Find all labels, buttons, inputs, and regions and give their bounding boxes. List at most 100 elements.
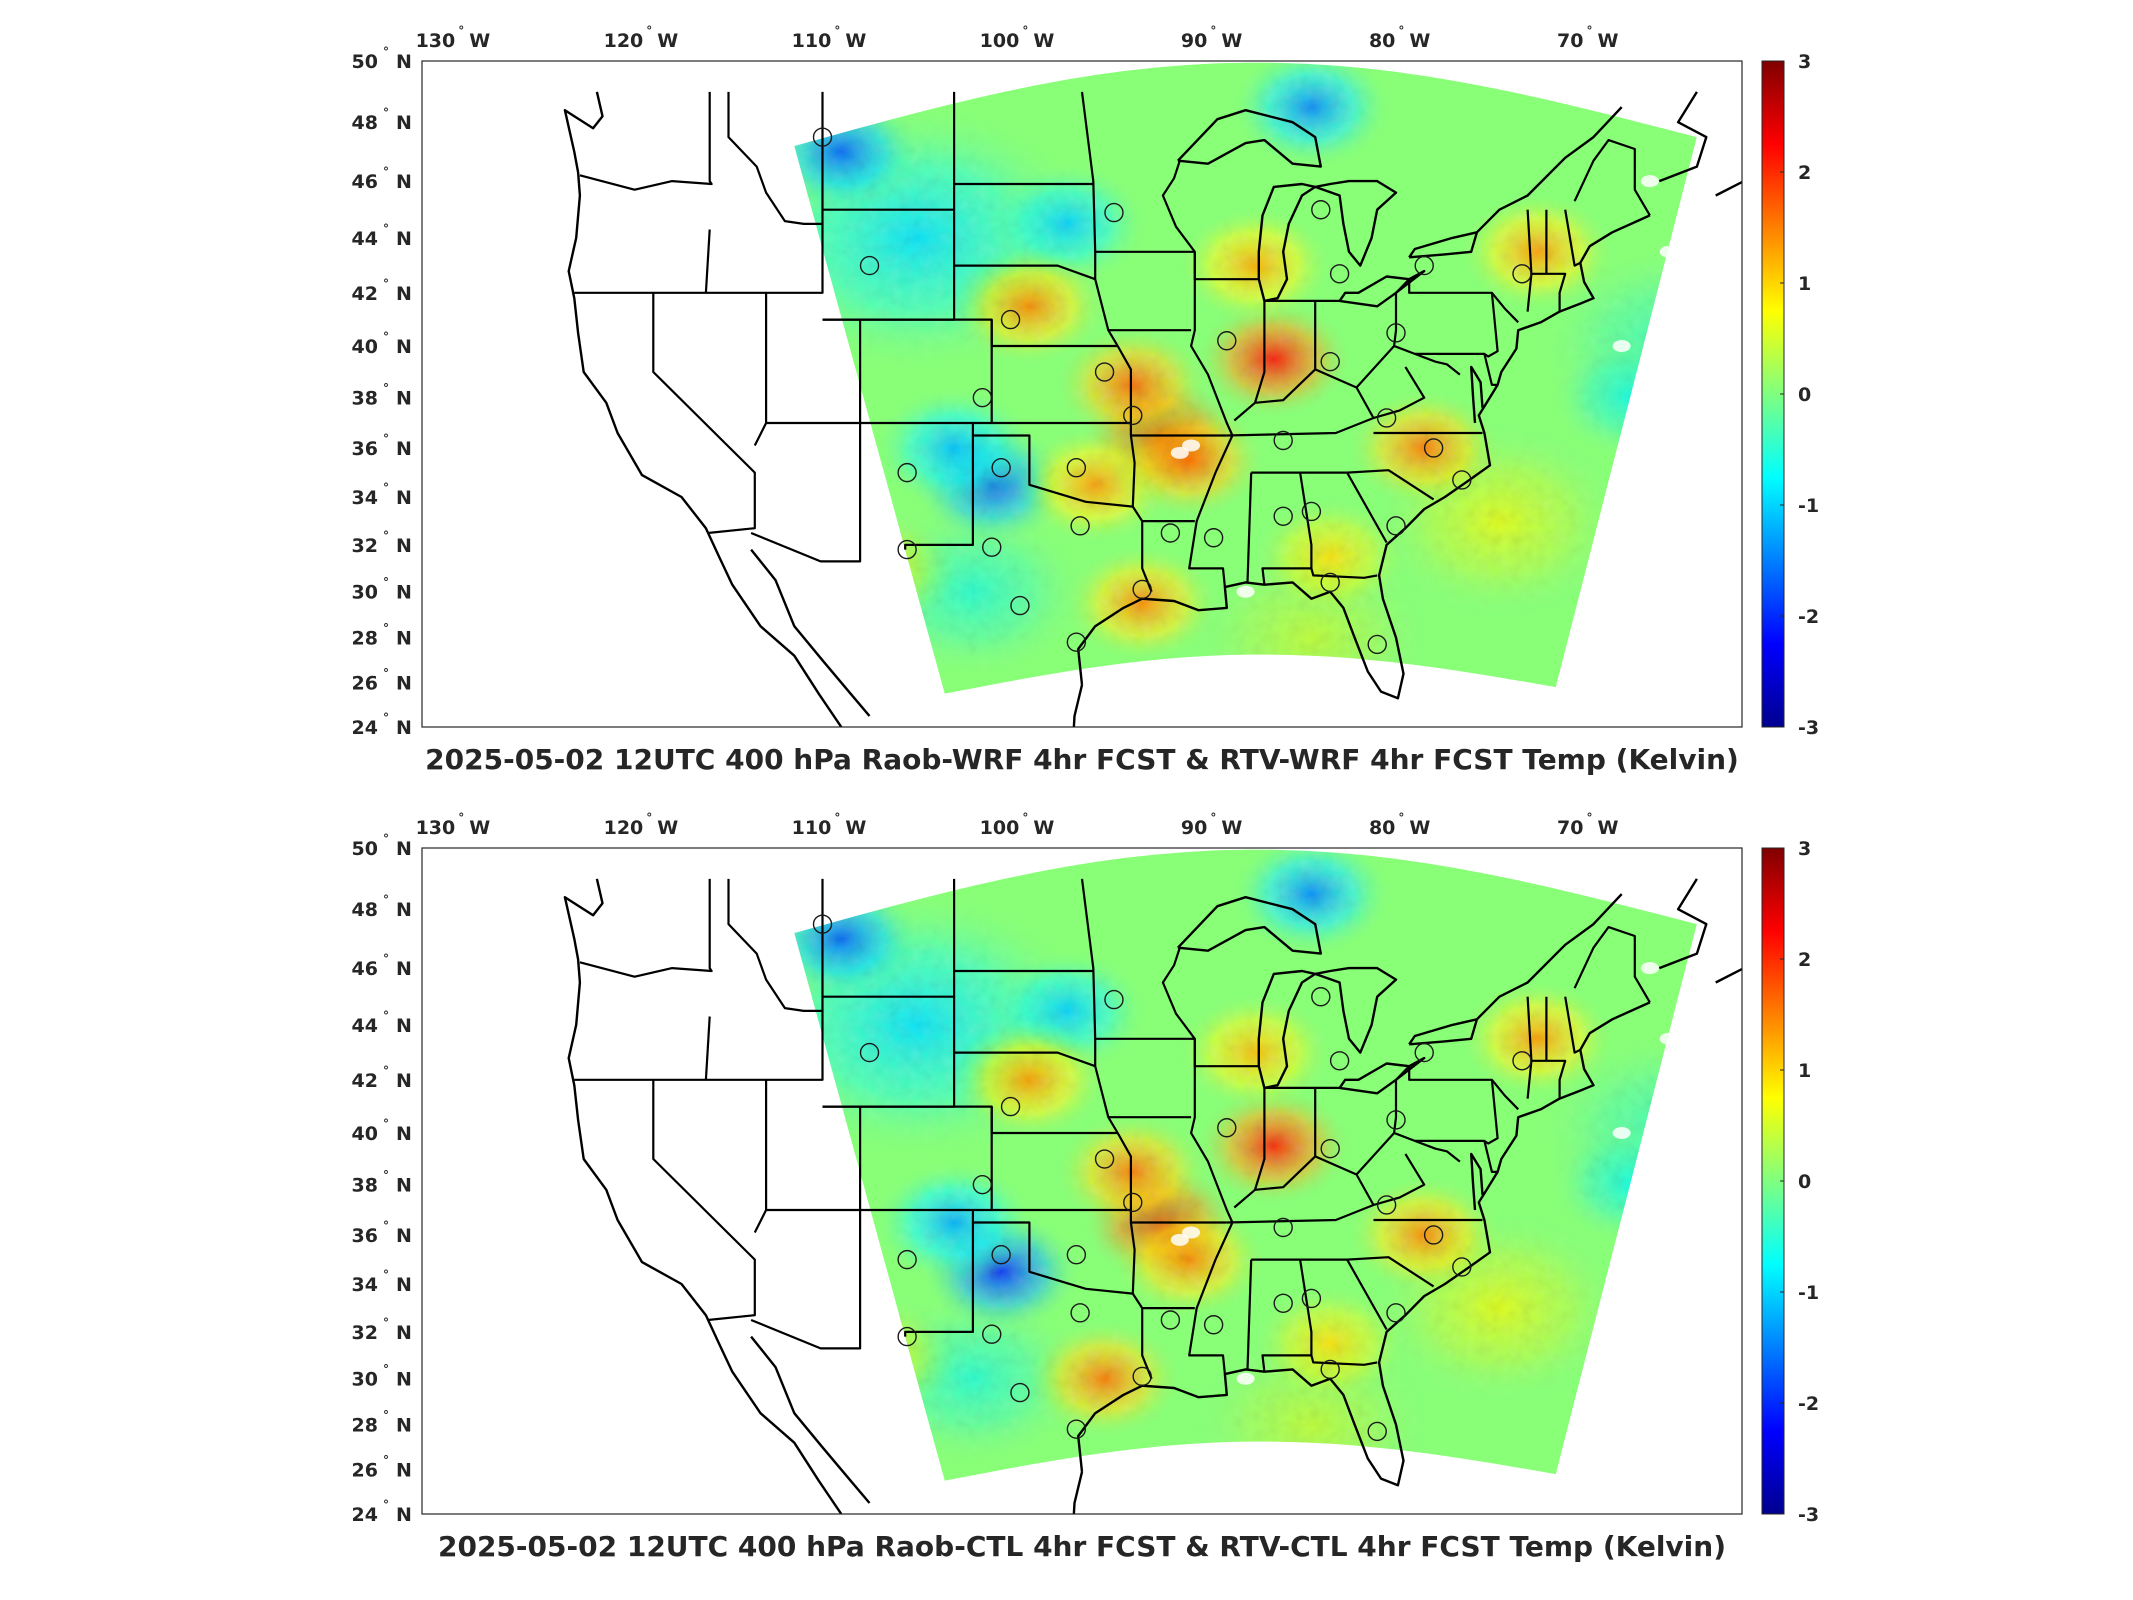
- raob-station-marker: [859, 255, 880, 276]
- raob-station-marker: [897, 1249, 917, 1270]
- raob-station-marker: [1066, 1245, 1087, 1265]
- latitude-tick-label: 42: [352, 283, 378, 305]
- raob-station-marker: [1367, 1421, 1387, 1442]
- latitude-hemisphere: N: [396, 112, 412, 134]
- state-border: [1355, 345, 1395, 389]
- state-border: [1414, 352, 1461, 376]
- latitude-hemisphere: N: [396, 1415, 412, 1437]
- raob-station-marker: [1376, 408, 1397, 428]
- temperature-difference-field: [794, 62, 1697, 694]
- raob-station-marker: [897, 539, 917, 560]
- raob-station-marker: [1301, 1288, 1322, 1309]
- colorbar-tick-label: 2: [1798, 162, 1811, 184]
- raob-station-marker: [1160, 1310, 1181, 1330]
- state-border: [727, 91, 823, 225]
- raob-station-marker: [1414, 1042, 1434, 1063]
- coastline: [563, 878, 843, 1514]
- degree-symbol: °: [383, 1009, 389, 1023]
- latitude-hemisphere: N: [396, 336, 412, 358]
- coastline: [1476, 893, 1623, 1021]
- colorbar-tick-label: 3: [1798, 51, 1811, 73]
- latitude-hemisphere: N: [396, 628, 412, 650]
- degree-symbol: °: [1398, 24, 1404, 38]
- latitude-tick-label: 50: [352, 838, 378, 860]
- state-border: [1395, 1065, 1519, 1111]
- coastline: [1177, 109, 1322, 168]
- latitude-tick-label: 24: [352, 1504, 378, 1526]
- latitude-tick-label: 30: [352, 1369, 378, 1391]
- latitude-tick-label: 26: [352, 1460, 378, 1482]
- degree-symbol: °: [1022, 811, 1028, 825]
- colorbar-tick-label: -1: [1798, 1282, 1819, 1304]
- raob-station-marker: [1094, 1149, 1115, 1169]
- degree-symbol: °: [383, 1219, 389, 1233]
- colorbar-tick-label: -3: [1798, 1504, 1819, 1526]
- raob-station-marker: [1320, 572, 1340, 593]
- longitude-hemisphere: W: [657, 30, 678, 52]
- raob-station-marker: [1320, 351, 1340, 372]
- latitude-hemisphere: N: [396, 1369, 412, 1391]
- raob-station-marker: [991, 458, 1011, 478]
- map-outlines: [563, 878, 1742, 1514]
- latitude-tick-label: 46: [352, 171, 378, 193]
- degree-symbol: °: [383, 1268, 389, 1282]
- longitude-hemisphere: W: [1221, 817, 1242, 839]
- state-border: [1373, 1153, 1426, 1207]
- raob-station-marker: [1386, 1303, 1406, 1323]
- longitude-tick-label: 120: [604, 30, 644, 52]
- latitude-hemisphere: N: [396, 283, 412, 305]
- longitude-tick-label: 90: [1181, 30, 1207, 52]
- state-border: [1564, 209, 1581, 267]
- latitude-hemisphere: N: [396, 1274, 412, 1296]
- degree-symbol: °: [383, 165, 389, 179]
- map-outlines: [563, 91, 1742, 727]
- raob-station-marker: [982, 1324, 1002, 1344]
- longitude-hemisphere: W: [469, 817, 490, 839]
- raob-station-marker: [1273, 1293, 1293, 1313]
- longitude-hemisphere: W: [1221, 30, 1242, 52]
- degree-symbol: °: [383, 1454, 389, 1468]
- state-border: [766, 318, 862, 425]
- state-border: [860, 318, 993, 425]
- raob-station-marker: [1414, 255, 1434, 276]
- state-border: [1414, 1139, 1461, 1163]
- raob-station-marker: [1320, 1138, 1340, 1159]
- raob-station-marker: [1217, 1118, 1237, 1138]
- raob-station-marker: [1386, 516, 1406, 536]
- state-border: [904, 1210, 974, 1337]
- degree-symbol: °: [383, 330, 389, 344]
- latitude-hemisphere: N: [396, 1070, 412, 1092]
- latitude-tick-label: 40: [352, 336, 378, 358]
- raob-station-marker: [812, 127, 833, 147]
- degree-symbol: °: [383, 1117, 389, 1131]
- raob-station-marker: [1094, 362, 1115, 382]
- latitude-hemisphere: N: [396, 899, 412, 921]
- state-border: [1483, 292, 1499, 386]
- raob-station-marker: [982, 537, 1002, 557]
- raob-station-marker: [1376, 1195, 1397, 1215]
- upper-map-panel: 130 ° W 120 ° W 110 ° W 100 ° W 90 ° W 80 ° W 70 ° W50 ° N48 ° N…: [352, 24, 1820, 776]
- longitude-hemisphere: W: [1409, 30, 1430, 52]
- latitude-hemisphere: N: [396, 438, 412, 460]
- state-border: [1116, 1132, 1136, 1294]
- degree-symbol: °: [458, 811, 464, 825]
- raob-station-marker: [1311, 987, 1331, 1007]
- raob-station-marker: [1320, 1359, 1340, 1380]
- latitude-hemisphere: N: [396, 1460, 412, 1482]
- longitude-hemisphere: W: [1033, 30, 1054, 52]
- degree-symbol: °: [1586, 24, 1592, 38]
- state-border: [753, 1079, 768, 1233]
- latitude-tick-label: 28: [352, 1415, 378, 1437]
- latitude-tick-label: 32: [352, 1322, 378, 1344]
- degree-symbol: °: [383, 711, 389, 725]
- coastline: [1177, 896, 1322, 955]
- state-border: [1233, 1087, 1266, 1209]
- latitude-tick-label: 48: [352, 899, 378, 921]
- degree-symbol: °: [834, 24, 840, 38]
- coastline: [1257, 182, 1317, 303]
- state-border: [652, 292, 756, 535]
- axes-frame: [421, 847, 1743, 1515]
- latitude-hemisphere: N: [396, 1504, 412, 1526]
- state-border: [750, 1210, 862, 1350]
- state-border: [1573, 926, 1651, 1003]
